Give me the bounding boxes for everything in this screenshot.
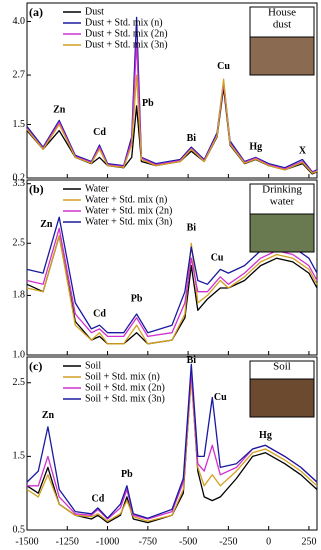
legend-label: Dust — [85, 6, 104, 17]
series-line — [26, 235, 318, 345]
inset-label: Drinking — [262, 184, 302, 196]
legend-label: Water + Std. mix (n) — [85, 194, 167, 205]
x-tick-label: -1500 — [15, 536, 38, 547]
peak-label: Pb — [142, 98, 154, 109]
legend-label: Dust + Std. mix (n) — [85, 17, 163, 28]
x-tick-label: 0 — [266, 536, 271, 547]
inset-label: dust — [273, 19, 291, 31]
peak-label: Bi — [187, 223, 197, 234]
x-tick-label: -1000 — [96, 536, 119, 547]
inset-label: Soil — [273, 361, 291, 373]
y-tick-label: 1.5 — [13, 119, 26, 130]
series-line — [26, 378, 318, 522]
peak-label: Zn — [53, 104, 66, 115]
inset-label-box — [249, 183, 315, 215]
peak-label: Zn — [42, 410, 55, 421]
peak-label: Cd — [93, 127, 106, 138]
inset-label: House — [268, 7, 296, 19]
x-tick-label: -750 — [139, 536, 157, 547]
legend-label: Soil — [85, 360, 101, 371]
peak-label: X — [299, 146, 307, 157]
peak-label: Pb — [121, 469, 133, 480]
panel-label: (a) — [29, 5, 43, 19]
series-line — [26, 363, 318, 519]
x-tick-label: -1250 — [56, 536, 79, 547]
peak-label: Bi — [187, 133, 197, 144]
legend-label: Dust + Std. mix (3n) — [85, 39, 168, 50]
x-tick-label: 250 — [301, 536, 316, 547]
y-tick-label: 1.8 — [13, 290, 26, 301]
inset-photo — [249, 213, 315, 253]
peak-label: Hg — [249, 141, 262, 152]
inset-photo — [249, 36, 315, 76]
series-line — [26, 227, 318, 338]
y-tick-label: 0.2 — [13, 172, 26, 183]
x-tick-label: -500 — [179, 536, 197, 547]
inset-label: water — [270, 196, 295, 208]
y-tick-label: 1.5 — [13, 451, 26, 462]
plot-frame — [26, 2, 318, 179]
legend-label: Dust + Std. mix (2n) — [85, 28, 168, 39]
legend-label: Water + Std. mix (3n) — [85, 216, 172, 227]
series-line — [26, 235, 318, 345]
peak-label: Hg — [259, 430, 272, 441]
y-tick-label: 0.5 — [13, 524, 26, 535]
y-tick-label: 4.0 — [13, 16, 26, 27]
y-tick-label: 3.3 — [13, 178, 26, 189]
inset-photo — [249, 378, 315, 418]
y-tick-label: 2.7 — [13, 69, 26, 80]
legend-label: Water — [85, 183, 109, 194]
legend-label: Water + Std. mix (2n) — [85, 205, 172, 216]
peak-label: Pb — [131, 293, 143, 304]
plot-frame — [26, 179, 318, 356]
series-line — [26, 74, 318, 174]
legend-label: Soil + Std. mix (n) — [85, 371, 160, 382]
peak-label: Zn — [40, 219, 53, 230]
peak-label: Cu — [214, 392, 227, 403]
peak-label: Cu — [217, 61, 230, 72]
panel-label: (c) — [29, 359, 42, 373]
y-tick-label: 2.5 — [13, 377, 26, 388]
peak-label: Bi — [187, 355, 197, 366]
peak-label: Cu — [211, 252, 224, 263]
panel-label: (b) — [29, 182, 44, 196]
peak-label: Cd — [93, 308, 106, 319]
peak-label: Cd — [91, 493, 104, 504]
legend-label: Soil + Std. mix (2n) — [85, 382, 165, 393]
y-tick-label: 1.0 — [13, 349, 26, 360]
y-tick-label: 2.5 — [13, 238, 26, 249]
legend-label: Soil + Std. mix (3n) — [85, 393, 165, 404]
x-tick-label: -250 — [219, 536, 237, 547]
plot-frame — [26, 356, 318, 531]
